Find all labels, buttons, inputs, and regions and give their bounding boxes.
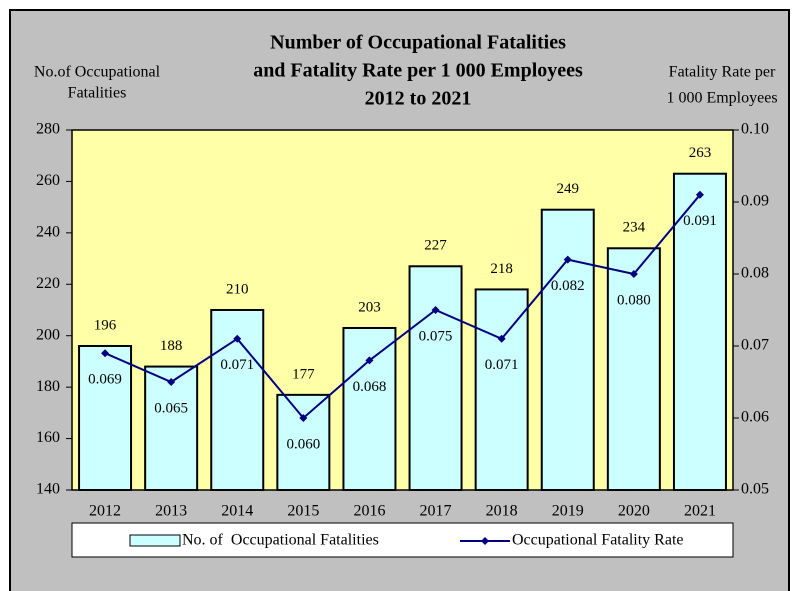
bar-label: 234: [623, 220, 646, 236]
x-tick-label: 2019: [552, 503, 584, 520]
x-tick-label: 2014: [221, 503, 253, 520]
rate-marker: [497, 334, 506, 343]
rate-label: 0.065: [154, 400, 188, 416]
rate-label: 0.091: [683, 213, 717, 229]
bar: [78, 345, 133, 491]
legend-marker: [481, 537, 489, 545]
y-tick-label: 180: [36, 378, 60, 395]
bar: [144, 365, 199, 492]
bar: [606, 247, 661, 491]
y-tick-label: 220: [36, 275, 60, 292]
y2-tick-label: 0.08: [741, 265, 769, 282]
bar: [342, 327, 397, 491]
y2-tick-label: 0.05: [741, 481, 769, 498]
rate-marker: [101, 349, 110, 358]
rate-marker: [365, 356, 374, 365]
x-tick-label: 2020: [618, 503, 650, 520]
rate-marker: [431, 306, 440, 314]
rate-label: 0.080: [617, 292, 651, 308]
y2-axis-label: 1 000 Employees: [666, 90, 777, 107]
bar-label: 203: [358, 299, 381, 315]
y-tick-label: 240: [36, 224, 60, 241]
bar-label: 177: [292, 366, 315, 382]
rate-label: 0.060: [286, 436, 320, 452]
bar-label: 218: [490, 261, 513, 277]
bar: [672, 172, 727, 491]
bar: [540, 208, 595, 491]
y-tick-label: 160: [36, 429, 60, 446]
bar: [276, 393, 331, 492]
rate-marker: [299, 414, 308, 422]
y-tick-label: 260: [36, 172, 60, 189]
y2-axis-label: Fatality Rate per: [669, 64, 776, 81]
y-tick-label: 200: [36, 326, 60, 343]
y-tick-label: 140: [36, 481, 60, 498]
bar-label: 196: [94, 317, 117, 333]
rate-marker: [563, 255, 572, 264]
rate-label: 0.069: [88, 372, 122, 388]
y2-tick-label: 0.09: [741, 193, 769, 210]
y2-tick-label: 0.07: [741, 337, 769, 354]
x-tick-label: 2016: [353, 503, 385, 520]
y2-tick-label: 0.10: [741, 121, 769, 138]
rate-marker: [167, 378, 176, 386]
y-axis-label: No.of Occupational: [34, 64, 161, 81]
bar: [474, 288, 529, 491]
legend: [71, 522, 734, 558]
rate-label: 0.071: [485, 357, 519, 373]
chart-title: and Fatality Rate per 1 000 Employees: [253, 60, 583, 82]
bar-label: 249: [557, 181, 580, 197]
y-tick-label: 280: [36, 121, 60, 138]
rate-label: 0.068: [353, 379, 387, 395]
bar-label: 227: [424, 238, 447, 254]
x-tick-label: 2013: [155, 503, 187, 520]
rate-line: [104, 194, 701, 420]
legend-label: No. of Occupational Fatalities: [182, 532, 379, 549]
rate-marker: [233, 334, 242, 343]
x-tick-label: 2012: [89, 503, 121, 520]
x-tick-label: 2018: [486, 503, 518, 520]
chart-title: 2012 to 2021: [365, 88, 472, 110]
rate-label: 0.075: [419, 328, 453, 344]
y2-tick-label: 0.06: [741, 409, 769, 426]
rate-label: 0.071: [220, 357, 254, 373]
rate-marker: [629, 270, 638, 278]
legend-label: Occupational Fatality Rate: [512, 532, 684, 549]
bar-label: 263: [689, 145, 712, 161]
x-tick-label: 2015: [287, 503, 319, 520]
x-tick-label: 2021: [684, 503, 716, 520]
x-tick-label: 2017: [420, 503, 452, 520]
legend-swatch: [129, 534, 181, 547]
bar: [408, 265, 463, 491]
bar-label: 188: [160, 338, 183, 354]
plot-frame: [71, 129, 734, 491]
rate-marker: [695, 190, 704, 199]
rate-label: 0.082: [551, 278, 585, 294]
y-axis-label: Fatalities: [68, 85, 127, 102]
chart-title: Number of Occupational Fatalities: [270, 32, 566, 54]
bar-label: 210: [226, 281, 249, 297]
